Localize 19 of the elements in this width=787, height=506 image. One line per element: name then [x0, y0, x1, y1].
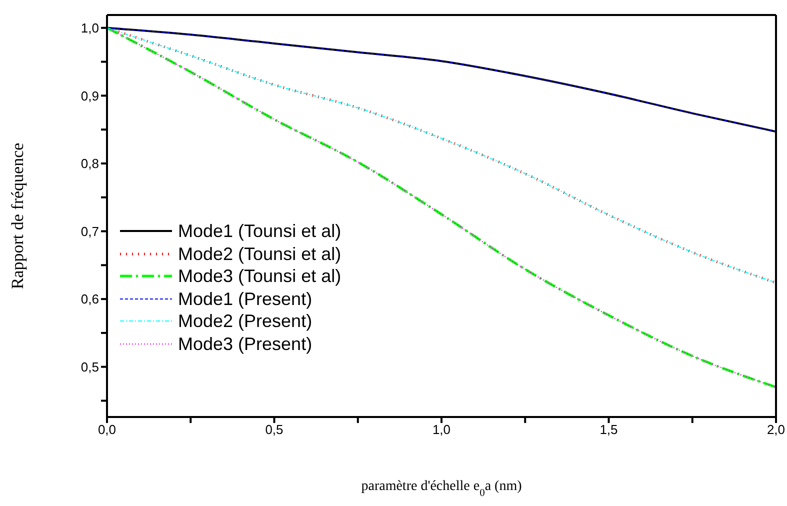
legend-label: Mode2 (Present): [178, 310, 312, 332]
y-tick-label: 1,0: [80, 20, 99, 36]
y-tick-label: 0,5: [80, 359, 99, 374]
x-tick-label: 1,5: [600, 422, 618, 438]
legend-label: Mode3 (Tounsi et al): [178, 265, 342, 288]
y-tick-label: 0,6: [80, 292, 99, 307]
x-tick-label: 0,0: [98, 422, 116, 438]
y-tick-label: 0,8: [80, 156, 99, 172]
legend-label: Mode2 (Tounsi et al): [178, 242, 342, 265]
legend-label: Mode1 (Present): [178, 288, 312, 310]
y-axis-title: Rapport de fréquence: [8, 142, 28, 290]
legend-label: Mode3 (Present): [178, 332, 312, 355]
y-tick-label: 0,9: [80, 88, 99, 104]
x-tick-label: 2,0: [766, 422, 786, 438]
x-axis-title: paramètre d'échelle e$_{0}$a (nm): [361, 479, 522, 498]
x-tick-label: 1,0: [432, 422, 451, 438]
legend-label: Mode1 (Tounsi et al): [178, 220, 342, 242]
y-tick-label: 0,7: [80, 224, 99, 239]
x-tick-label: 0,5: [265, 422, 284, 438]
